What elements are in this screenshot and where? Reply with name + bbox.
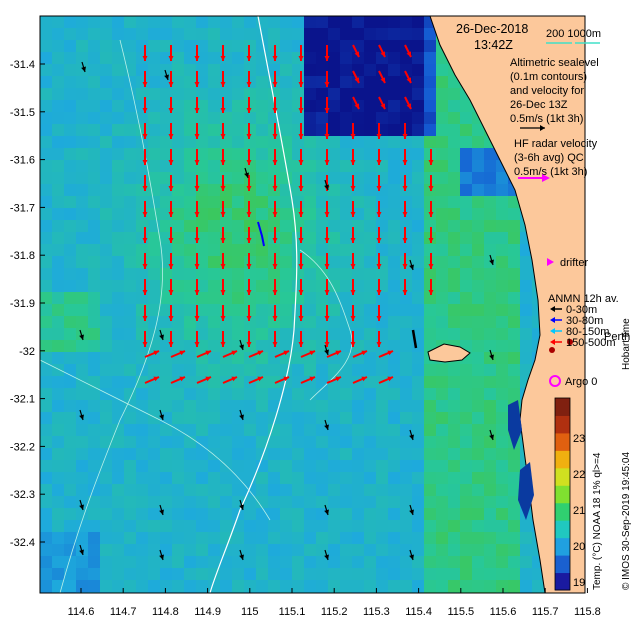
anmn-item-label: 150-500m: [566, 337, 616, 349]
altimetry-arrows: [79, 61, 494, 561]
colorbar: 19 20 21 22 23 Temp. (°C) NOAA 18 1% ql>=4: [554, 397, 603, 591]
y-tick-label: -31.6: [10, 155, 35, 167]
colorbar-tick: 19: [573, 577, 585, 589]
colorbar-tick: 23: [573, 433, 585, 445]
scale-label: 200 1000m: [546, 28, 601, 40]
anmn-item-label: 80-150m: [566, 326, 609, 338]
y-tick-label: -32.4: [10, 537, 35, 549]
altimetric-line2: (0.1m contours): [510, 71, 587, 83]
x-tick-label: 114.9: [194, 606, 221, 618]
x-tick-label: 115.1: [279, 606, 306, 618]
island: [427, 343, 471, 363]
y-axis: -31.4 -31.5 -31.6 -31.7 -31.8 -31.9 -32 -32.1 -3…: [10, 59, 45, 549]
altimetric-line5: 0.5m/s (1kt 3h): [510, 113, 583, 125]
x-tick-label: 115.2: [321, 606, 348, 618]
hf-radar-line2: (3-6h avg) QC: [514, 152, 584, 164]
x-tick-label: 115.6: [490, 606, 517, 618]
perth-label: Perth: [604, 331, 630, 343]
hf-radar-arrows: [142, 44, 434, 384]
y-tick-label: -31.8: [10, 250, 35, 262]
y-tick-label: -31.5: [10, 107, 35, 119]
y-tick-label: -31.9: [10, 298, 35, 310]
colorbar-tick: 20: [573, 541, 585, 553]
y-tick-label: -31.7: [10, 202, 35, 214]
x-tick-label: 114.6: [68, 606, 95, 618]
x-tick-label: 115.4: [405, 606, 432, 618]
drifter-track: [257, 221, 418, 349]
sst-layer: [40, 16, 585, 593]
colorbar-tick: 22: [573, 469, 585, 481]
anmn-item-label: 30-80m: [566, 315, 603, 327]
hf-radar-line3: 0.5m/s (1kt 3h): [514, 166, 587, 178]
drifter-icon: [547, 258, 554, 266]
colorbar-title: Temp. (°C) NOAA 18 1% ql>=4: [592, 452, 603, 590]
plot-frame: [39, 15, 586, 594]
x-tick-label: 114.7: [110, 606, 137, 618]
argo-icon: [549, 375, 561, 387]
altimetric-line1: Altimetric sealevel: [510, 57, 599, 69]
drifter-legend: drifter: [547, 257, 588, 269]
x-axis: 114.6 114.7 114.8 114.9 115 115.1 115.2 115.3 11…: [68, 588, 601, 618]
y-tick-label: -32.2: [10, 441, 35, 453]
altimetric-line4: 26-Dec 13Z: [510, 99, 568, 111]
x-tick-label: 114.8: [152, 606, 179, 618]
date-label: 26-Dec-2018: [456, 22, 528, 36]
hf-radar-legend: HF radar velocity (3-6h avg) QC 0.5m/s (…: [514, 138, 598, 182]
hf-radar-line1: HF radar velocity: [514, 138, 598, 150]
credit-text: © IMOS 30-Sep-2019 19:45:04: [621, 452, 632, 590]
x-tick-label: 115.8: [574, 606, 601, 618]
altimetric-legend: Altimetric sealevel (0.1m contours) and …: [510, 57, 599, 131]
perth-marker: [549, 339, 573, 353]
argo-legend: Argo 0: [549, 375, 597, 388]
colorbar-tick: 21: [573, 505, 585, 517]
anmn-title: ANMN 12h av.: [548, 293, 619, 305]
x-tick-label: 115.5: [447, 606, 474, 618]
hobart-label: Hobart time: [621, 318, 632, 370]
x-tick-label: 115.3: [363, 606, 390, 618]
y-tick-label: -32.3: [10, 489, 35, 501]
anmn-item-label: 0-30m: [566, 304, 597, 316]
altimetric-line3: and velocity for: [510, 85, 584, 97]
drifter-label: drifter: [560, 257, 588, 269]
land-area: [429, 16, 585, 593]
x-tick-label: 115: [241, 606, 259, 618]
y-tick-label: -32: [19, 346, 35, 358]
argo-label: Argo 0: [565, 376, 597, 388]
y-tick-label: -31.4: [10, 59, 35, 71]
y-tick-label: -32.1: [10, 394, 35, 406]
time-label: 13:42Z: [474, 38, 513, 52]
x-tick-label: 115.7: [532, 606, 559, 618]
